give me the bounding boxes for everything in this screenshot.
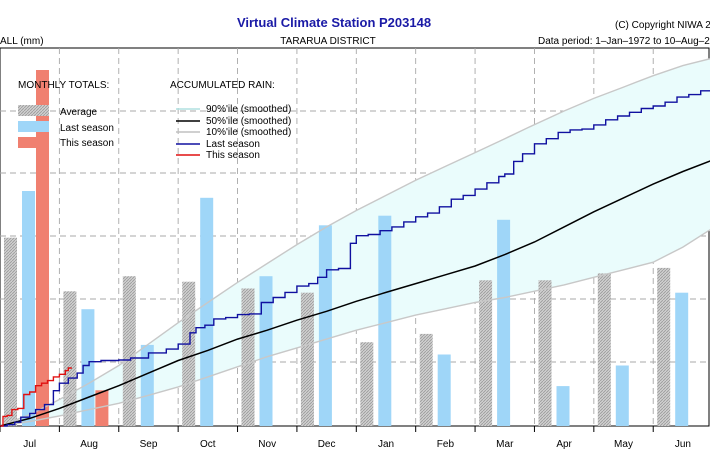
x-tick-label-jul: Jul — [23, 439, 36, 450]
bar-last-season-jun — [675, 292, 689, 426]
legend-this-season-label: This season — [60, 138, 114, 149]
bar-last-season-sep — [140, 344, 154, 426]
line-p10 — [0, 229, 710, 427]
x-tick-label-jun: Jun — [675, 439, 691, 450]
x-tick-label-apr: Apr — [556, 439, 572, 450]
bar-last-season-dec — [318, 225, 332, 426]
x-tick-label-aug: Aug — [80, 439, 98, 450]
bar-last-season-oct — [200, 197, 214, 426]
legend-monthly: MONTHLY TOTALS: Average Last season This… — [18, 80, 114, 149]
district-label: TARARUA DISTRICT — [280, 36, 375, 47]
legend-this-season-line-label: This season — [206, 150, 260, 161]
bar-last-season-apr — [556, 386, 570, 426]
bar-average-oct — [182, 281, 196, 426]
x-tick-label-sep: Sep — [140, 439, 158, 450]
legend-accumulated: ACCUMULATED RAIN: 90%'ile (smoothed) 50%… — [170, 80, 291, 161]
bar-this-season-jul — [36, 70, 49, 426]
legend-last-season-line-label: Last season — [206, 139, 260, 150]
chart-title: Virtual Climate Station P203148 — [237, 15, 431, 30]
bar-average-jan — [360, 342, 374, 426]
bar-last-season-mar — [497, 219, 511, 426]
legend-p50-label: 50%'ile (smoothed) — [206, 116, 291, 127]
data-period-label: Data period: 1–Jan–1972 to 10–Aug–2 — [538, 36, 710, 47]
bar-last-season-jul — [22, 191, 35, 426]
y-axis-label-fragment: ALL (mm) — [0, 36, 44, 47]
x-tick-label-mar: Mar — [496, 439, 514, 450]
bar-last-season-feb — [437, 354, 451, 426]
legend-this-season-swatch — [18, 137, 49, 148]
bar-last-season-jan — [378, 215, 392, 426]
x-tick-label-nov: Nov — [258, 439, 276, 450]
accumulated-lines — [0, 58, 710, 427]
x-tick-label-may: May — [614, 439, 633, 450]
bar-average-jun — [657, 267, 671, 426]
legend-monthly-heading: MONTHLY TOTALS: — [18, 80, 109, 91]
bar-average-nov — [241, 288, 255, 426]
bar-last-season-nov — [259, 276, 273, 426]
legend-accum-heading: ACCUMULATED RAIN: — [170, 80, 275, 91]
line-p50 — [0, 160, 710, 427]
bar-average-dec — [300, 292, 314, 426]
legend-last-season-label: Last season — [60, 123, 114, 134]
bar-this-season-aug — [95, 390, 109, 426]
percentile-band — [0, 58, 710, 426]
line-this-season — [0, 367, 73, 427]
line-last-season — [0, 90, 710, 427]
bar-average-may — [597, 273, 611, 426]
x-tick-label-dec: Dec — [318, 439, 336, 450]
legend-last-season-swatch — [18, 121, 49, 132]
plot-frame — [0, 47, 710, 427]
x-tick-label-oct: Oct — [200, 439, 216, 450]
bar-average-jul — [4, 237, 17, 426]
bar-average-apr — [538, 280, 552, 426]
bar-average-mar — [479, 280, 493, 426]
line-p90 — [0, 58, 710, 427]
legend-average-swatch — [18, 105, 49, 116]
legend-p90-label: 90%'ile (smoothed) — [206, 104, 291, 115]
x-axis: Jul Aug Sep Oct Nov Dec Jan Feb Mar Apr May Jun — [0, 426, 691, 450]
legend-average-label: Average — [60, 107, 98, 118]
copyright-text: (C) Copyright NIWA 2 — [615, 20, 710, 31]
monthly-bars — [4, 70, 689, 426]
legend-p10-label: 10%'ile (smoothed) — [206, 127, 291, 138]
bar-average-sep — [122, 276, 136, 426]
bar-last-season-may — [615, 365, 629, 426]
percentile-band-fill — [0, 58, 710, 426]
x-tick-label-feb: Feb — [437, 439, 455, 450]
bar-average-feb — [419, 333, 433, 426]
x-tick-label-jan: Jan — [378, 439, 394, 450]
